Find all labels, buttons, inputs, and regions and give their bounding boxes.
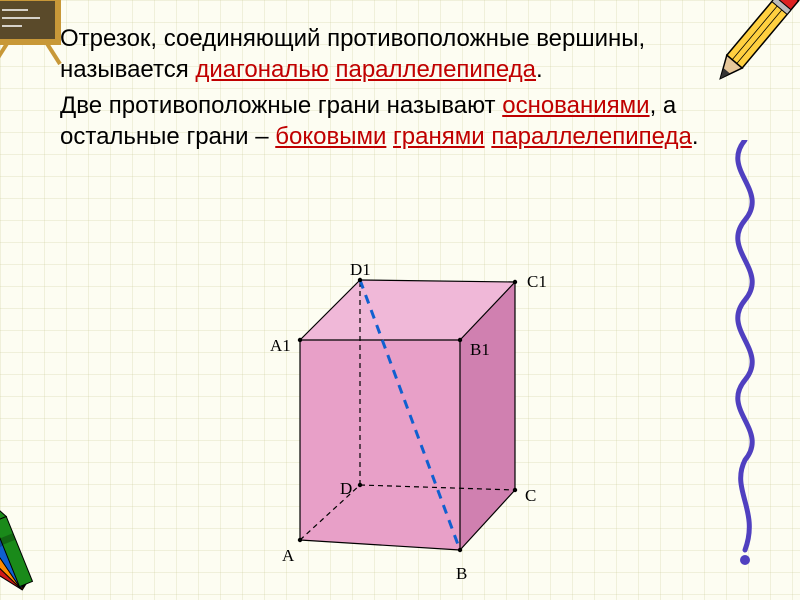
paragraph-2: Две противоположные грани называют основ… [60,91,700,152]
p1-e: . [536,56,543,83]
crayons-icon [0,476,146,606]
blackboard-icon [0,0,78,68]
cube-diagram: ABCDA1B1C1D1 [260,260,580,580]
p2-f: гранями [393,123,485,150]
p2-a: Две противоположные грани называют [60,92,502,119]
vertex-label-C1: C1 [527,272,547,292]
p2-h: параллелепипеда [491,123,692,150]
vertex-label-B: B [456,564,467,584]
vertex-label-A1: A1 [270,336,291,356]
p2-d: боковыми [275,123,386,150]
vertex-label-C: C [525,486,536,506]
p1-b: диагональю [195,56,328,83]
cube-svg [260,260,580,580]
vertex-label-D: D [340,479,352,499]
definition-text: Отрезок, соединяющий противоположные вер… [60,24,700,153]
vertex-label-A: A [282,546,294,566]
pencil-icon [694,0,800,104]
squiggle-icon [710,140,780,580]
vertex-label-D1: D1 [350,260,371,280]
vertex-label-B1: B1 [470,340,490,360]
p2-i: . [692,123,699,150]
p2-b: основаниями [502,92,649,119]
paragraph-1: Отрезок, соединяющий противоположные вер… [60,24,700,85]
p1-d: параллелепипеда [335,56,536,83]
